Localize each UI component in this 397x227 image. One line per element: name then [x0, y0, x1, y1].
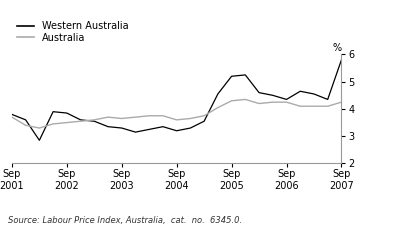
Australia: [10, 116, 14, 118]
Western Australia: [10, 113, 14, 116]
Western Australia: [64, 112, 69, 114]
Western Australia: [174, 129, 179, 132]
Australia: [106, 116, 110, 118]
Australia: [257, 102, 262, 105]
Australia: [37, 127, 42, 129]
Western Australia: [133, 131, 138, 133]
Western Australia: [106, 125, 110, 128]
Australia: [202, 114, 206, 117]
Australia: [64, 121, 69, 124]
Australia: [133, 116, 138, 118]
Australia: [298, 105, 303, 108]
Western Australia: [257, 91, 262, 94]
Western Australia: [188, 127, 193, 129]
Australia: [147, 114, 152, 117]
Western Australia: [160, 125, 165, 128]
Line: Australia: Australia: [12, 99, 341, 128]
Western Australia: [92, 120, 97, 123]
Legend: Western Australia, Australia: Western Australia, Australia: [17, 21, 129, 43]
Western Australia: [229, 75, 234, 78]
Australia: [325, 105, 330, 108]
Western Australia: [202, 120, 206, 123]
Australia: [78, 120, 83, 123]
Australia: [229, 99, 234, 102]
Western Australia: [37, 139, 42, 142]
Western Australia: [298, 90, 303, 93]
Australia: [270, 101, 275, 104]
Western Australia: [325, 98, 330, 101]
Western Australia: [270, 94, 275, 97]
Text: Source: Labour Price Index, Australia,  cat.  no.  6345.0.: Source: Labour Price Index, Australia, c…: [8, 216, 242, 225]
Australia: [119, 117, 124, 120]
Australia: [339, 101, 344, 104]
Text: %: %: [332, 43, 341, 53]
Western Australia: [78, 118, 83, 121]
Line: Western Australia: Western Australia: [12, 60, 341, 140]
Australia: [174, 118, 179, 121]
Western Australia: [312, 93, 316, 95]
Australia: [216, 106, 220, 109]
Australia: [284, 101, 289, 104]
Australia: [23, 124, 28, 127]
Australia: [312, 105, 316, 108]
Western Australia: [119, 127, 124, 129]
Australia: [188, 117, 193, 120]
Western Australia: [243, 74, 248, 76]
Western Australia: [216, 93, 220, 95]
Western Australia: [51, 110, 56, 113]
Australia: [243, 98, 248, 101]
Australia: [160, 114, 165, 117]
Western Australia: [339, 59, 344, 61]
Australia: [51, 123, 56, 125]
Western Australia: [284, 98, 289, 101]
Western Australia: [23, 118, 28, 121]
Australia: [92, 118, 97, 121]
Western Australia: [147, 128, 152, 131]
